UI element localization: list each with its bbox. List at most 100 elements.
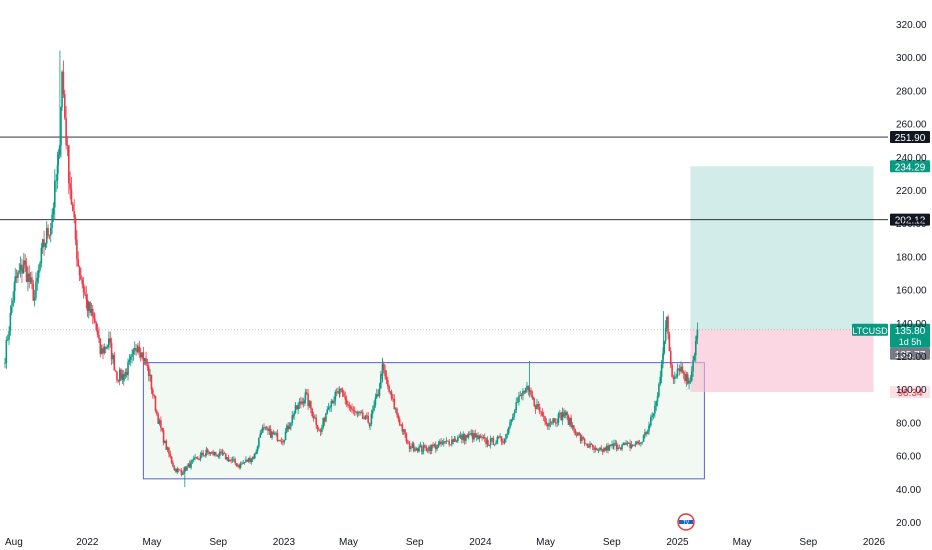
candle-body	[497, 436, 500, 438]
candle-body	[638, 443, 641, 444]
y-tick-label: 200.00	[896, 219, 927, 230]
candle-body	[375, 394, 378, 398]
candle-body	[104, 346, 107, 349]
candle-body	[253, 456, 255, 459]
candle-body	[563, 412, 565, 417]
candle-body	[593, 447, 595, 450]
candle-body	[302, 401, 305, 404]
candle-body	[589, 443, 591, 448]
candle-body	[13, 282, 16, 301]
candle-body	[8, 331, 10, 340]
candle-body	[384, 369, 386, 377]
candle-body	[519, 394, 522, 397]
candle-body	[259, 434, 262, 438]
candle-body	[564, 412, 567, 416]
candle-body	[526, 385, 528, 388]
candle-body	[223, 453, 226, 454]
candle-body	[182, 473, 184, 475]
tradingview-logo[interactable]: TV	[677, 513, 695, 531]
candle-body	[605, 445, 608, 451]
candle-body	[443, 441, 445, 444]
candle-body	[664, 327, 667, 342]
candle-body	[68, 145, 70, 184]
candle-body	[21, 264, 23, 274]
x-tick-label: 2026	[863, 537, 886, 548]
candle-body	[478, 435, 481, 439]
candle-body	[188, 463, 191, 468]
candle-body	[473, 433, 475, 440]
candle-body	[405, 433, 408, 442]
candle-body	[187, 463, 190, 467]
candle-body	[100, 348, 103, 355]
candle-body	[515, 402, 518, 411]
candle-body	[304, 392, 307, 400]
candle-body	[226, 457, 228, 460]
candle-body	[585, 443, 587, 445]
candle-body	[43, 239, 45, 247]
candle-body	[400, 424, 402, 426]
candle-body	[279, 440, 281, 442]
candle-body	[449, 444, 452, 446]
tradingview-logo-bar	[679, 520, 693, 524]
countdown-label: 1d 5h	[899, 337, 922, 347]
stop-zone[interactable]	[690, 329, 874, 392]
y-tick-label: 300.00	[896, 53, 927, 64]
candle-body	[488, 445, 491, 446]
y-tick-label: 20.00	[896, 518, 921, 529]
candle-body	[291, 415, 294, 423]
candle-body	[162, 430, 165, 443]
symbol-tag[interactable]: LTCUSD	[852, 326, 888, 336]
candle-body	[667, 316, 669, 334]
candle-body	[47, 228, 49, 236]
candle-body	[198, 458, 200, 460]
candle-body	[536, 404, 538, 410]
candle-body	[154, 395, 157, 412]
candle-body	[392, 398, 394, 400]
candle-body	[327, 407, 330, 410]
candle-body	[594, 448, 597, 450]
candle-body	[48, 235, 51, 237]
candle-body	[55, 180, 57, 182]
candle-body	[288, 426, 291, 430]
candle-body	[451, 439, 453, 445]
candle-body	[227, 457, 230, 462]
candle-body	[14, 276, 17, 283]
candle-body	[603, 448, 605, 452]
candle-body	[500, 436, 503, 442]
candle-body	[57, 154, 60, 166]
range-box[interactable]	[142, 362, 705, 480]
candle-body	[560, 412, 562, 421]
candle-body	[642, 435, 645, 442]
candle-body	[557, 413, 560, 423]
candle-body	[387, 379, 389, 387]
candle-body	[676, 369, 679, 377]
candle-body	[509, 421, 511, 428]
candle-body	[249, 457, 251, 462]
candle-body	[644, 432, 646, 436]
candle-body	[356, 412, 359, 414]
candle-body	[129, 356, 132, 360]
candle-body	[678, 368, 680, 370]
x-tick-label: 2024	[469, 537, 492, 548]
candle-body	[619, 447, 622, 450]
y-axis: 20.00 40.00 60.00 80.00 100.00 120.00 140.00 16…	[896, 20, 927, 529]
y-tick-label: 320.00	[896, 20, 927, 31]
candle-body	[625, 442, 627, 445]
candle-body	[329, 406, 331, 408]
target-zone[interactable]	[690, 166, 874, 330]
candle-body	[85, 294, 88, 300]
candle-body	[378, 388, 381, 396]
candle-body	[86, 299, 89, 311]
candle-body	[436, 447, 438, 450]
candle-body	[77, 259, 80, 267]
candle-body	[280, 441, 283, 443]
candle-body	[28, 273, 31, 282]
candle-body	[112, 354, 114, 360]
candle-body	[233, 459, 235, 461]
candle-body	[684, 373, 686, 381]
candle-body	[669, 350, 672, 365]
candle-body	[90, 308, 93, 313]
candle-body	[139, 352, 142, 358]
candle-body	[682, 372, 685, 374]
